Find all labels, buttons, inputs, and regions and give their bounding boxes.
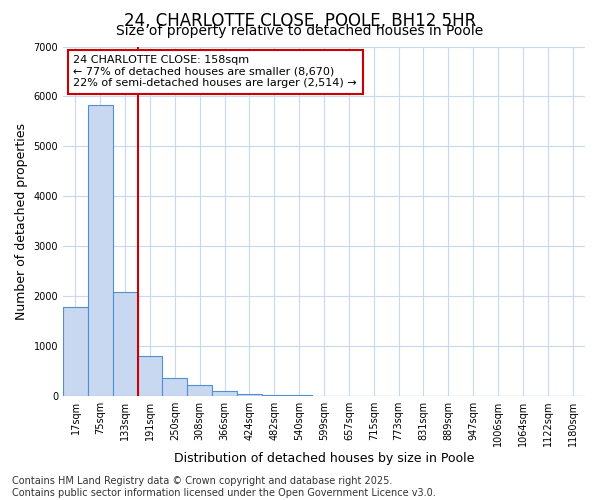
X-axis label: Distribution of detached houses by size in Poole: Distribution of detached houses by size … [174, 452, 474, 465]
Text: 24, CHARLOTTE CLOSE, POOLE, BH12 5HR: 24, CHARLOTTE CLOSE, POOLE, BH12 5HR [124, 12, 476, 30]
Bar [212, 391, 237, 396]
Bar [63, 307, 88, 396]
Text: Contains HM Land Registry data © Crown copyright and database right 2025.
Contai: Contains HM Land Registry data © Crown c… [12, 476, 436, 498]
Y-axis label: Number of detached properties: Number of detached properties [15, 123, 28, 320]
Bar [237, 394, 262, 396]
Bar [88, 106, 113, 396]
Bar [287, 395, 311, 396]
Bar [187, 385, 212, 396]
Text: Size of property relative to detached houses in Poole: Size of property relative to detached ho… [116, 24, 484, 38]
Text: 24 CHARLOTTE CLOSE: 158sqm
← 77% of detached houses are smaller (8,670)
22% of s: 24 CHARLOTTE CLOSE: 158sqm ← 77% of deta… [73, 55, 357, 88]
Bar [137, 356, 163, 396]
Bar [262, 394, 287, 396]
Bar [113, 292, 137, 396]
Bar [163, 378, 187, 396]
